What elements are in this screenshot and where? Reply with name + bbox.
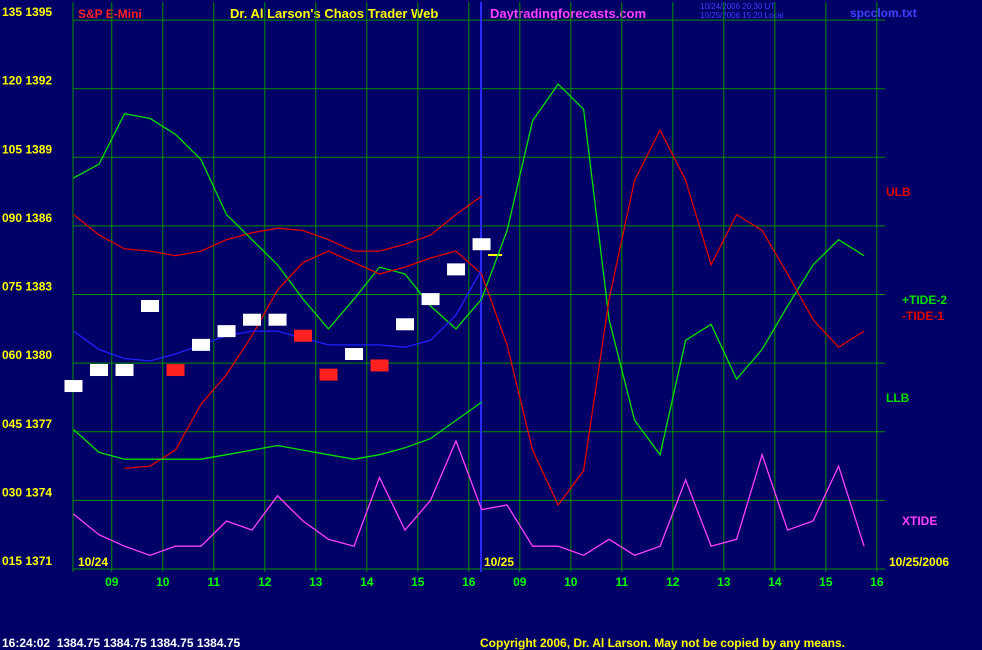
x-tick-label: 15 — [819, 575, 833, 589]
price-bar — [141, 299, 160, 312]
price-bar — [268, 313, 287, 326]
y-tick-label: 015 1371 — [2, 554, 52, 568]
series-label: ULB — [886, 185, 911, 199]
copyright: Copyright 2006, Dr. Al Larson. May not b… — [480, 636, 845, 650]
x-tick-label: 14 — [768, 575, 782, 589]
file-name: spcclom.txt — [850, 6, 917, 20]
x-tick-label: 10 — [156, 575, 170, 589]
x-tick-label: 11 — [207, 575, 220, 589]
instrument: S&P E-Mini — [78, 7, 142, 21]
x-tick-label: 09 — [513, 575, 527, 589]
day-label: 10/25 — [484, 555, 514, 569]
y-tick-label: 090 1386 — [2, 211, 52, 225]
series-line — [73, 269, 483, 362]
price-bar — [243, 313, 262, 326]
day-label: 10/24 — [78, 555, 108, 569]
series-label: +TIDE-2 — [902, 293, 947, 307]
series-label: XTIDE — [902, 514, 937, 528]
x-tick-label: 15 — [411, 575, 425, 589]
y-tick-label: 045 1377 — [2, 417, 52, 431]
x-tick-label: 13 — [717, 575, 731, 589]
price-bar — [319, 368, 338, 381]
x-tick-label: 12 — [666, 575, 680, 589]
x-tick-label: 14 — [360, 575, 374, 589]
series-label: LLB — [886, 391, 910, 405]
quote: 16:24:02 1384.75 1384.75 1384.75 1384.75 — [2, 636, 241, 650]
series-label: -TIDE-1 — [902, 309, 944, 323]
price-bar — [472, 238, 491, 251]
chart-title: Dr. Al Larson's Chaos Trader Web — [230, 6, 438, 21]
site: Daytradingforecasts.com — [490, 6, 646, 21]
stamp: 10/25/2006 15:20 Local — [700, 11, 784, 20]
x-tick-label: 13 — [309, 575, 323, 589]
y-tick-label: 060 1380 — [2, 348, 52, 362]
price-bar — [370, 359, 389, 372]
price-bar — [294, 329, 313, 342]
x-tick-label: 12 — [258, 575, 272, 589]
price-bar — [192, 338, 211, 351]
y-tick-label: 135 1395 — [2, 5, 52, 19]
price-bar — [447, 263, 466, 276]
x-tick-label: 11 — [615, 575, 628, 589]
series-line — [73, 195, 482, 257]
x-tick-label: 10 — [564, 575, 578, 589]
price-bar — [217, 325, 236, 338]
price-bar — [396, 318, 415, 331]
y-tick-label: 105 1389 — [2, 142, 52, 156]
x-tick-label: 09 — [105, 575, 119, 589]
price-bar — [345, 348, 364, 361]
price-bar — [64, 380, 83, 393]
x-tick-label: 16 — [870, 575, 884, 589]
stamp: 10/24/2006 20:30 UT — [700, 2, 775, 11]
y-tick-label: 120 1392 — [2, 74, 52, 88]
price-bar — [421, 293, 440, 306]
series-line — [124, 128, 865, 507]
y-tick-label: 030 1374 — [2, 485, 52, 499]
x-tick-label: 16 — [462, 575, 476, 589]
price-bar — [90, 364, 109, 377]
day-label: 10/25/2006 — [889, 555, 949, 569]
series-line — [73, 83, 865, 457]
price-bar — [115, 364, 134, 377]
series-line — [73, 439, 865, 557]
series-line — [73, 401, 482, 460]
y-tick-label: 075 1383 — [2, 280, 52, 294]
price-bar — [166, 364, 185, 377]
